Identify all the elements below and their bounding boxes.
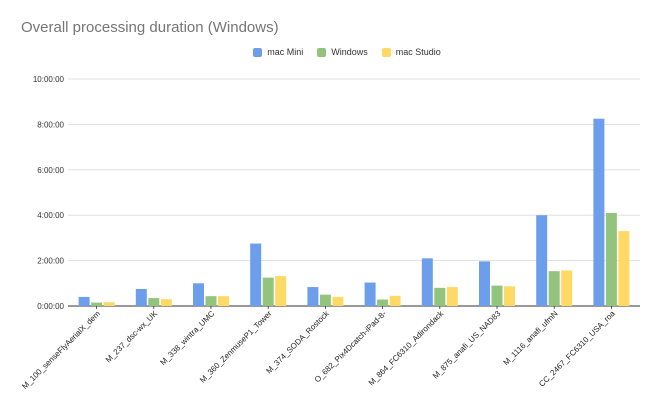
x-category-label: M_875_anafi_US_NAD83 [431, 309, 503, 381]
bar-windows [434, 287, 446, 306]
legend-label: Windows [331, 47, 368, 57]
bar-mac-studio [504, 286, 515, 306]
bar-windows [148, 298, 160, 306]
bar-mac-studio [218, 296, 229, 306]
legend-label: mac Studio [395, 47, 441, 57]
legend-swatch [317, 47, 327, 57]
bar-windows [605, 212, 617, 306]
legend-item: mac Studio [381, 47, 441, 57]
bar-mac-mini [593, 118, 605, 306]
bar-mac-studio [275, 276, 287, 306]
y-tick-label: 8:00:00 [37, 120, 64, 129]
bar-mac-mini [364, 282, 376, 306]
x-category-label: M_1116_anafi_ufmN [502, 309, 560, 367]
bar-mac-mini [78, 296, 90, 306]
bar-mac-studio [160, 299, 172, 306]
y-tick-label: 2:00:00 [37, 257, 64, 266]
bar-windows [91, 302, 103, 306]
y-tick-label: 0:00:00 [37, 302, 64, 311]
bar-mac-mini [250, 243, 262, 306]
x-category-label: M_237_dsc-wx_UK [104, 309, 160, 365]
bar-mac-mini [135, 288, 147, 306]
bar-mac-mini [307, 287, 319, 306]
bar-mac-mini [193, 283, 204, 306]
chart-title: Overall processing duration (Windows) [21, 19, 279, 36]
bar-mac-mini [536, 215, 548, 306]
bar-windows [205, 296, 217, 306]
bar-mac-studio [561, 270, 573, 306]
bar-windows [262, 277, 274, 306]
legend-label: mac Mini [267, 47, 304, 57]
bar-windows [491, 285, 503, 306]
x-category-label: M_374_SODA_Rostock [264, 308, 331, 375]
bar-mac-studio [446, 287, 458, 306]
bar-mac-studio [332, 296, 344, 306]
bar-windows [548, 271, 560, 306]
y-tick-label: 10:00:00 [33, 75, 65, 84]
bar-mac-studio [103, 302, 115, 306]
x-category-label: M_338_wintra_UMC [158, 309, 216, 367]
bar-windows [377, 299, 389, 306]
x-category-label: M_100_senseFlyAerialX_dem [20, 309, 102, 391]
y-tick-label: 6:00:00 [37, 166, 64, 175]
y-tick-label: 4:00:00 [37, 211, 64, 220]
bar-mac-studio [618, 231, 630, 306]
bar-mac-mini [479, 261, 490, 306]
bar-mac-studio [389, 295, 401, 306]
legend: mac Mini Windows mac Studio [0, 47, 670, 57]
legend-item: Windows [317, 47, 368, 57]
legend-swatch [381, 47, 391, 57]
bar-windows [319, 294, 331, 306]
legend-item: mac Mini [253, 47, 303, 57]
bar-mac-mini [421, 258, 433, 306]
legend-swatch [253, 47, 263, 57]
